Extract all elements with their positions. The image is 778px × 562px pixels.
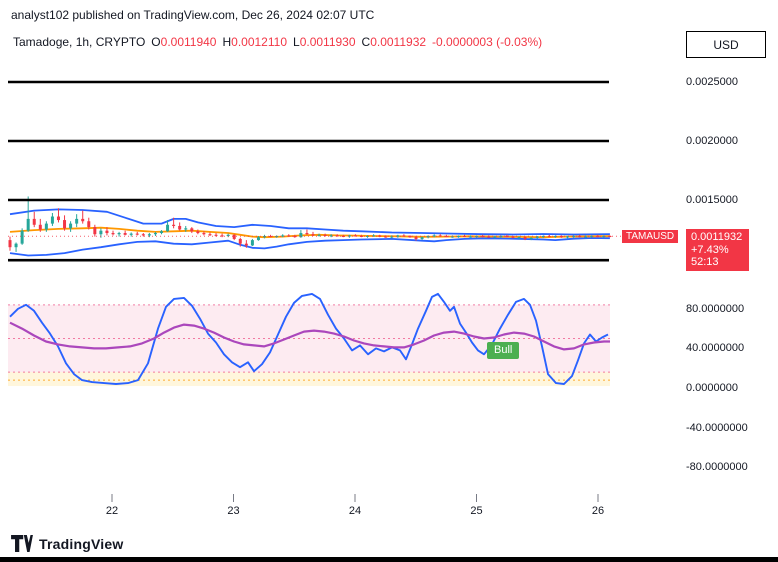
price-axis-label: 0.0015000 bbox=[686, 194, 738, 206]
tradingview-wordmark: TradingView bbox=[39, 535, 124, 552]
price-axis-label: 0.0020000 bbox=[686, 135, 738, 147]
close-value: 0.0011932 bbox=[370, 35, 427, 49]
last-price-change-pct: +7.43% bbox=[691, 243, 729, 256]
low-label: L bbox=[293, 35, 300, 49]
bar-countdown: 52:13 bbox=[691, 256, 719, 268]
osc-axis-label: 40.0000000 bbox=[686, 342, 745, 355]
open-label: O bbox=[151, 35, 161, 49]
time-axis-label: 24 bbox=[348, 505, 362, 517]
publish-attribution: analyst102 published on TradingView.com,… bbox=[11, 8, 375, 22]
low-value: 0.0011930 bbox=[299, 35, 356, 49]
change-readout: -0.0000003 (-0.03%) bbox=[432, 35, 543, 49]
ohlc-low: L 0.0011930 bbox=[293, 35, 356, 49]
tradingview-branding: TradingView bbox=[11, 535, 123, 552]
bull-annotation: Bull bbox=[487, 342, 520, 360]
high-label: H bbox=[222, 35, 232, 49]
close-label: C bbox=[361, 35, 371, 49]
bottom-border-bar bbox=[0, 557, 778, 562]
tradingview-logo-icon bbox=[11, 535, 33, 552]
last-price-badge: 0.0011932 +7.43% 52:13 bbox=[686, 229, 749, 271]
ohlc-open: O 0.0011940 bbox=[151, 35, 216, 49]
open-value: 0.0011940 bbox=[160, 35, 217, 49]
osc-axis-label: -80.0000000 bbox=[686, 461, 748, 474]
osc-axis-label: 80.0000000 bbox=[686, 302, 745, 315]
price-axis-label: 0.0025000 bbox=[686, 76, 738, 88]
time-axis-label: 26 bbox=[591, 505, 605, 517]
ohlc-high: H 0.0012110 bbox=[222, 35, 287, 49]
osc-axis-label: -40.0000000 bbox=[686, 421, 748, 434]
time-axis-label: 25 bbox=[470, 505, 483, 517]
ohlc-close: C 0.0011932 bbox=[362, 35, 427, 49]
time-axis-label: 23 bbox=[227, 505, 240, 517]
chart-legend: Tamadoge, 1h, CRYPTO O 0.0011940 H 0.00121… bbox=[13, 35, 542, 49]
high-value: 0.0012110 bbox=[231, 35, 287, 49]
last-price-symbol-badge: TAMAUSD bbox=[622, 230, 679, 243]
symbol-title: Tamadoge, 1h, CRYPTO bbox=[13, 35, 146, 49]
last-price-value: 0.0011932 bbox=[691, 231, 743, 243]
osc-axis-label: 0.0000000 bbox=[686, 382, 738, 394]
time-axis-label: 22 bbox=[105, 505, 119, 517]
currency-box: USD bbox=[686, 31, 766, 58]
